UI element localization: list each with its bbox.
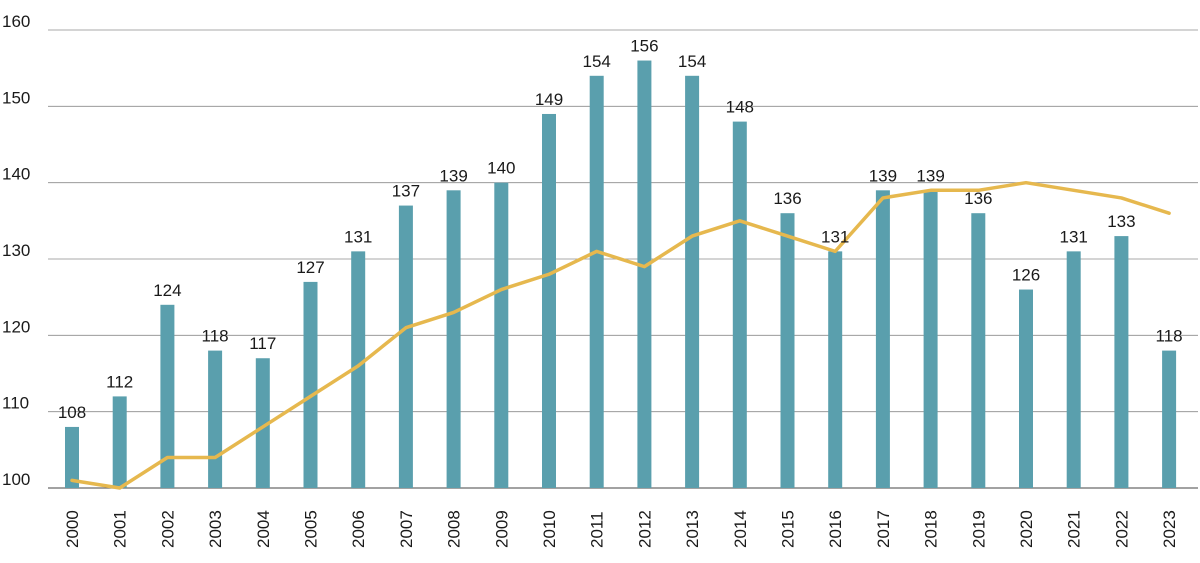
- bar-2005: [303, 281, 318, 488]
- bar-2006: [351, 251, 366, 488]
- bar-value-label: 126: [1012, 266, 1040, 285]
- bar-value-label: 154: [678, 52, 706, 71]
- y-tick-label: 100: [2, 470, 30, 489]
- bar-2000: [65, 426, 79, 488]
- x-tick-label: 2003: [206, 510, 225, 548]
- bar-2008: [446, 190, 461, 489]
- bar-2011: [589, 75, 604, 489]
- bar-value-label: 127: [296, 258, 324, 277]
- bar-value-label: 124: [153, 281, 181, 300]
- x-tick-label: 2021: [1065, 510, 1084, 548]
- bar-series: [65, 60, 1177, 489]
- bar-2002: [160, 304, 175, 488]
- x-tick-label: 2007: [397, 510, 416, 548]
- bar-2007: [398, 205, 413, 489]
- bar-2019: [971, 213, 986, 488]
- bar-2017: [875, 190, 890, 489]
- x-tick-label: 2006: [349, 510, 368, 548]
- bar-2016: [828, 251, 843, 488]
- bar-2001: [112, 396, 127, 488]
- x-tick-label: 2000: [63, 510, 82, 548]
- bar-value-label: 118: [202, 327, 229, 346]
- x-axis-labels: 2000 2001 2002 2003 2004 2005 2006 2007 2008 2009…: [63, 510, 1179, 548]
- y-tick-label: 110: [2, 394, 29, 413]
- line-series: [70, 180, 1171, 490]
- x-tick-label: 2012: [635, 510, 654, 548]
- x-tick-label: 2008: [445, 510, 464, 548]
- bar-2009: [494, 182, 509, 488]
- bar-2014: [732, 121, 747, 488]
- bar-value-label: 131: [1060, 227, 1088, 246]
- x-tick-label: 2009: [492, 510, 511, 548]
- y-axis-ticks: 100 110 120 130 140 150 160: [2, 12, 30, 489]
- x-tick-label: 2018: [922, 510, 941, 548]
- bar-value-label: 149: [535, 90, 563, 109]
- x-tick-label: 2022: [1112, 510, 1131, 548]
- bar-value-label: 139: [439, 166, 467, 185]
- bar-2020: [1019, 289, 1033, 488]
- x-tick-label: 2004: [254, 510, 273, 548]
- data-labels: 108 112 124 118 117 127 131 137 139 140 149 154 156 1…: [58, 37, 1183, 422]
- bar-value-label: 156: [630, 37, 658, 56]
- bar-value-label: 136: [964, 189, 992, 208]
- bar-value-label: 118: [1156, 327, 1183, 346]
- bar-2015: [780, 213, 795, 488]
- bar-value-label: 133: [1107, 212, 1135, 231]
- bar-value-label: 139: [916, 166, 944, 185]
- x-tick-label: 2014: [731, 510, 750, 548]
- trend-line: [70, 180, 1171, 490]
- bar-2018: [923, 190, 938, 489]
- x-tick-label: 2016: [826, 510, 845, 548]
- x-tick-label: 2005: [302, 510, 321, 548]
- x-tick-label: 2001: [111, 510, 130, 548]
- bar-value-label: 136: [773, 189, 801, 208]
- y-tick-label: 150: [2, 88, 30, 107]
- y-tick-label: 160: [2, 12, 30, 31]
- bar-2023: [1162, 350, 1177, 488]
- bar-2004: [255, 358, 270, 488]
- bar-value-label: 131: [344, 227, 372, 246]
- bar-value-label: 108: [58, 403, 86, 422]
- bar-2021: [1066, 251, 1081, 488]
- bar-value-label: 137: [392, 182, 420, 201]
- bar-value-label: 139: [869, 166, 897, 185]
- x-tick-label: 2019: [969, 510, 988, 548]
- bar-value-label: 117: [249, 334, 276, 353]
- bar-2010: [542, 113, 556, 488]
- gridlines: [48, 29, 1198, 489]
- y-tick-label: 130: [2, 241, 30, 260]
- bar-value-label: 148: [726, 98, 754, 117]
- bar-2012: [637, 60, 652, 489]
- x-tick-label: 2020: [1017, 510, 1036, 548]
- y-tick-label: 120: [2, 317, 30, 336]
- x-tick-label: 2015: [779, 510, 798, 548]
- x-tick-label: 2013: [683, 510, 702, 548]
- x-tick-label: 2017: [874, 510, 893, 548]
- bar-value-label: 140: [487, 159, 515, 178]
- bar-2022: [1114, 236, 1129, 488]
- bar-value-label: 112: [106, 372, 133, 391]
- x-tick-label: 2011: [588, 511, 607, 548]
- bar-2013: [685, 75, 700, 489]
- x-tick-label: 2002: [158, 510, 177, 548]
- bar-value-label: 154: [583, 52, 611, 71]
- y-tick-label: 140: [2, 165, 30, 184]
- bar-2003: [208, 350, 223, 488]
- x-tick-label: 2023: [1160, 510, 1179, 548]
- bar-value-label: 131: [821, 227, 849, 246]
- x-tick-label: 2010: [540, 510, 559, 548]
